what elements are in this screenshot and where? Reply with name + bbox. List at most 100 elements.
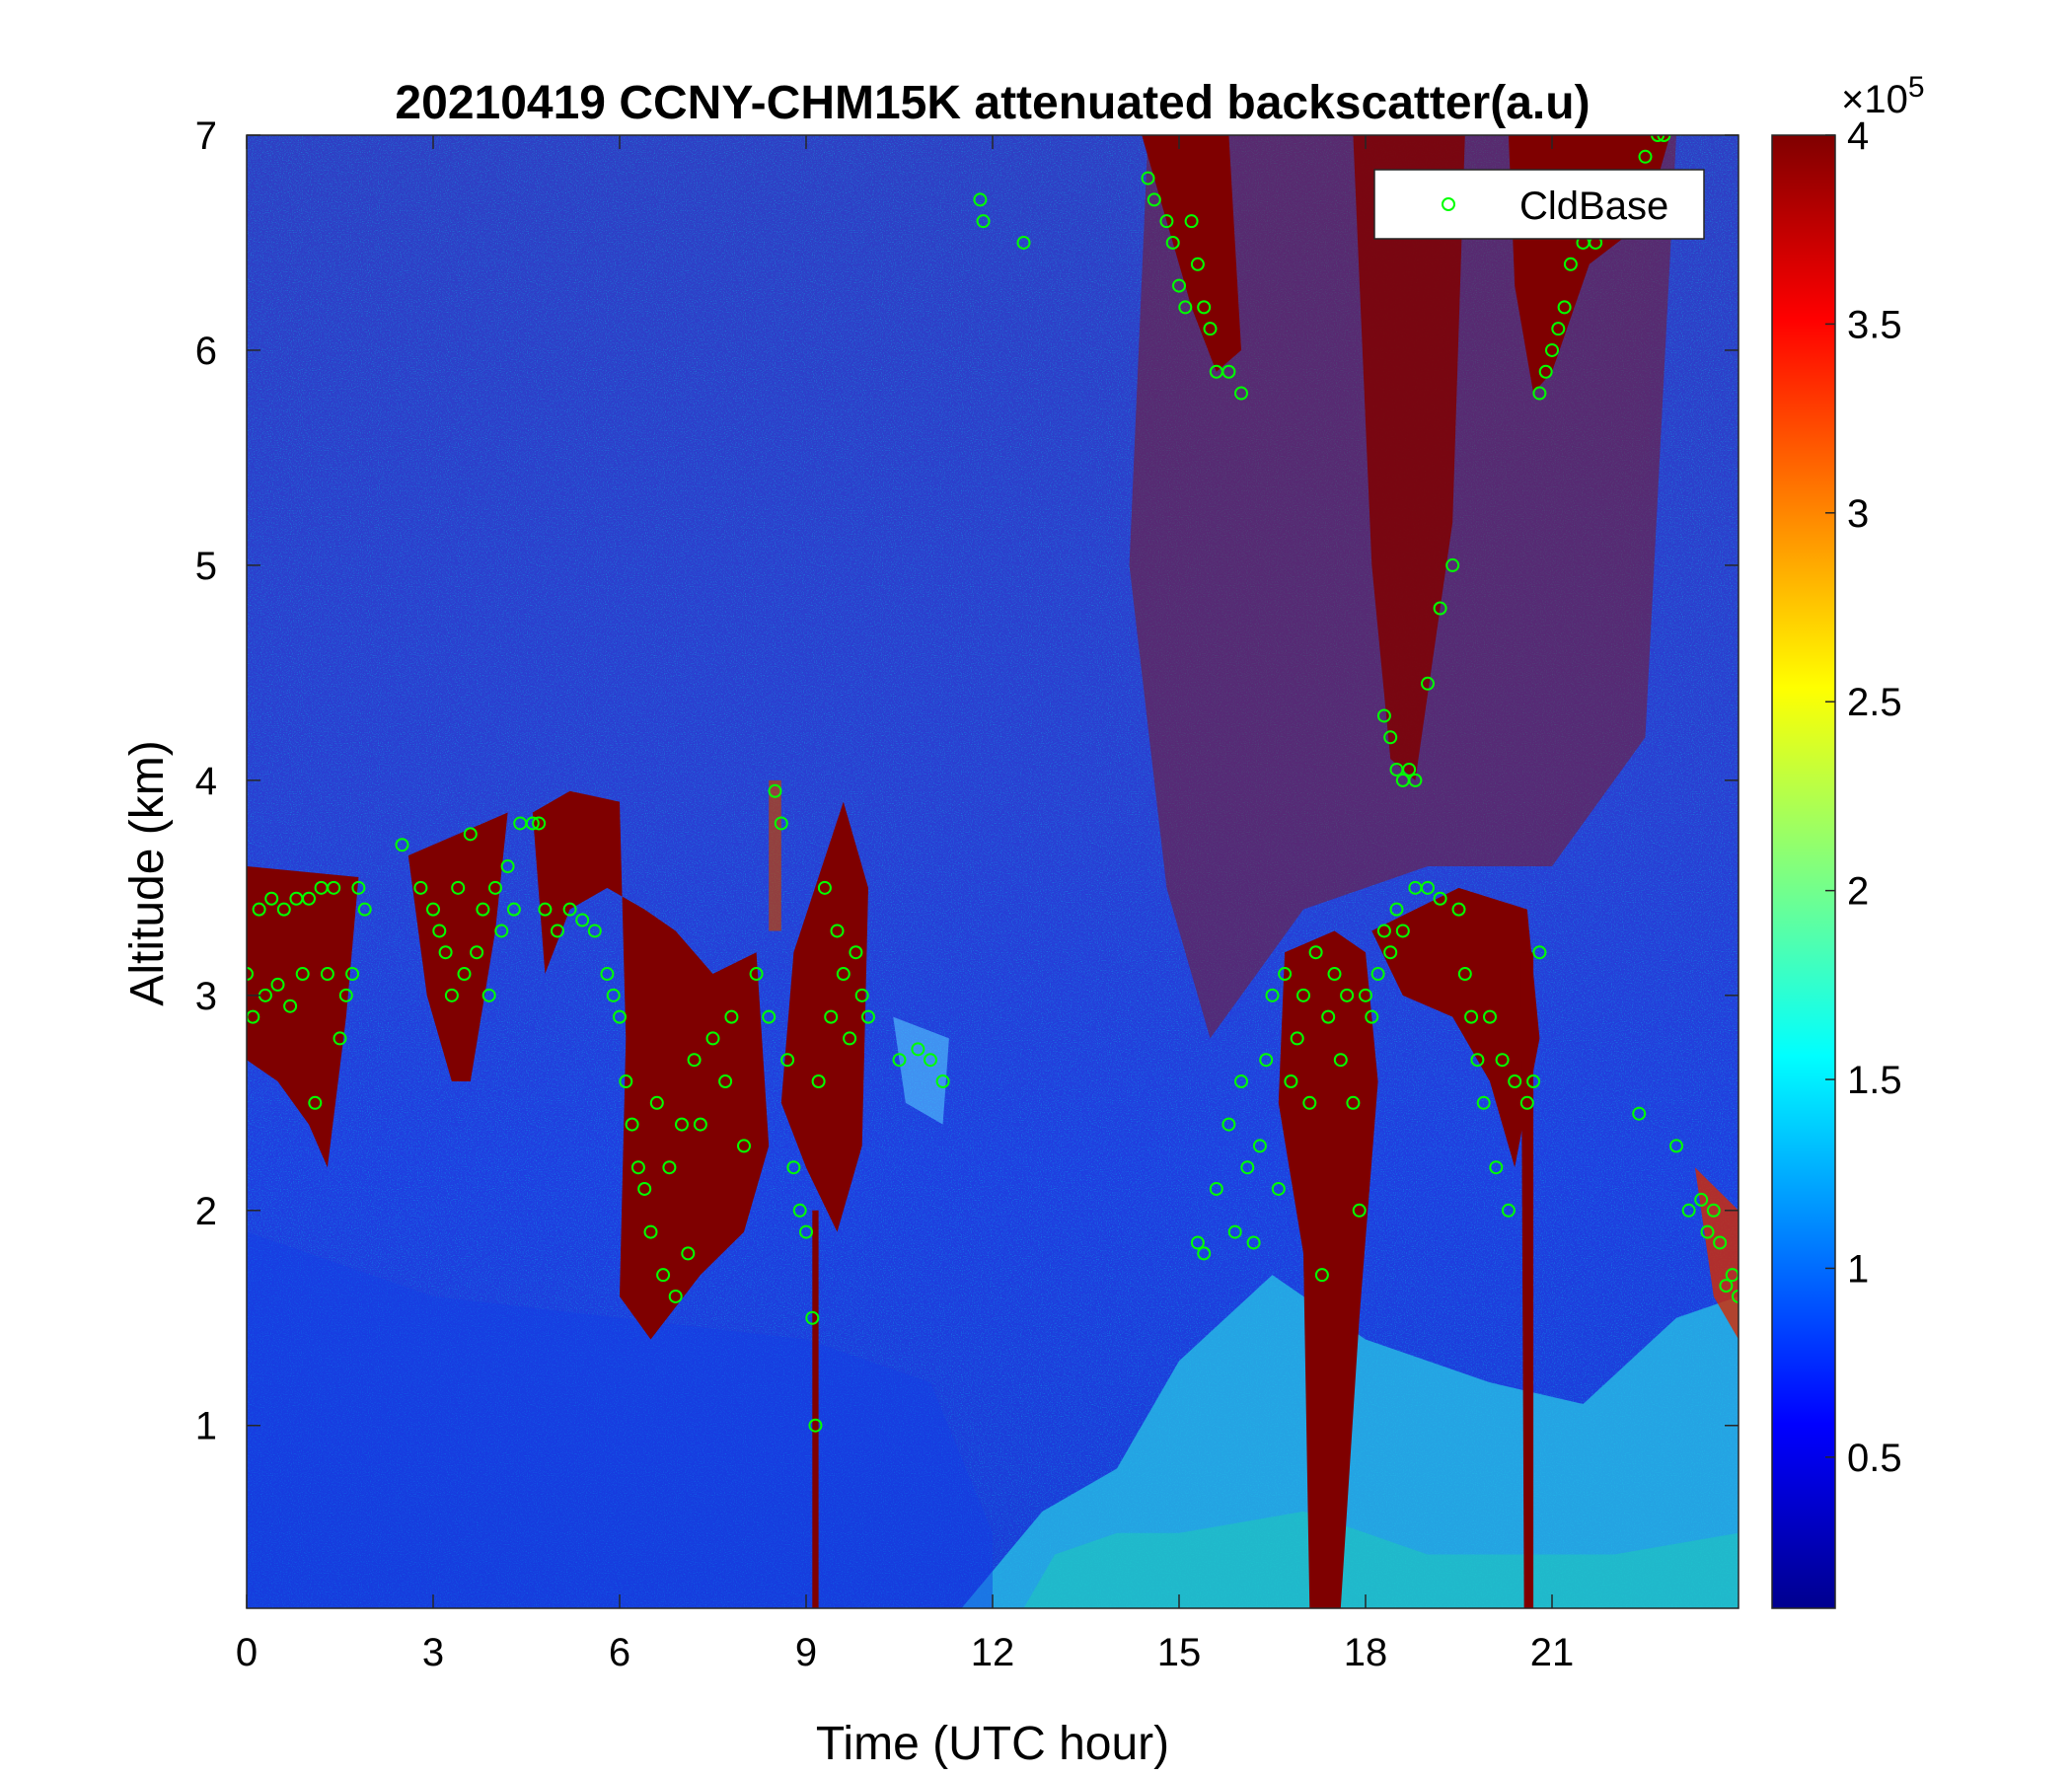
cldbase-point [606,988,621,1002]
cldbase-point [1421,676,1435,691]
cldbase-point [1203,322,1218,336]
cldbase-point [1713,1235,1728,1250]
x-tick-label: 9 [795,1631,817,1674]
cldbase-point [1209,1181,1223,1196]
cldbase-point [1464,1009,1479,1024]
cldbase-point [687,1053,702,1068]
x-axis-label: Time (UTC hour) [816,1718,1169,1770]
x-tick-label: 15 [1157,1631,1202,1674]
x-tick-label: 12 [971,1631,1015,1674]
y-tick-label: 7 [195,114,217,158]
cldbase-point [338,988,353,1002]
x-tick-label: 0 [236,1631,258,1674]
cldbase-point [656,1268,671,1283]
cldbase-point [830,924,845,938]
cldbase-point [705,1031,720,1046]
cldbase-point [1557,300,1572,315]
cldbase-point [1470,1053,1485,1068]
cldbase-point [1159,214,1174,229]
cldbase-point [854,988,869,1002]
y-axis-ticks: 1 2 3 4 5 6 7 [195,114,1739,1448]
cldbase-point [320,967,334,982]
cldbase-point [1327,967,1342,982]
cldbase-point [333,1031,347,1046]
cldbase-point [457,967,472,982]
cldbase-point [1519,1095,1534,1110]
cldbase-point [1221,364,1236,379]
colorbar-tick-label: 1.5 [1847,1059,1902,1102]
cldbase-point [1016,235,1031,250]
cldbase-point [532,816,547,831]
cldbase-point [1240,1160,1255,1175]
cloud-layer-morning-a [407,812,508,1082]
cldbase-point [1271,1181,1286,1196]
cldbase-point [426,902,440,917]
colorbar: 0.5 1 1.5 2 2.5 3 3.5 4 ×105 [1771,71,1925,1609]
colorbar-exponent: ×105 [1841,71,1925,121]
cldbase-point [780,1053,795,1068]
cldbase-point [1545,342,1559,357]
cloud-lower-18h [1371,887,1540,1168]
cldbase-point [1433,891,1447,906]
cldbase-point [438,945,453,960]
cldbase-point [357,902,372,917]
cldbase-point [270,977,285,992]
cldbase-point [1234,1074,1248,1089]
chart-title: 20210419 CCNY-CHM15K attenuated backscat… [395,77,1590,129]
cldbase-point [247,967,254,982]
y-tick-label: 2 [195,1190,217,1233]
colorbar-exponent-base: ×10 [1841,78,1908,121]
cldbase-point [575,913,590,927]
cldbase-point [1184,214,1199,229]
cldbase-point [1141,171,1155,185]
cldbase-point [762,1009,777,1024]
colorbar-tick-label: 3.5 [1847,303,1902,346]
cldbase-point [1190,257,1205,271]
cldbase-point [1433,601,1447,616]
cldbase-point [911,1042,925,1057]
cldbase-point [799,1224,813,1239]
cldbase-point [836,967,851,982]
cldbase-point [327,880,341,895]
cldbase-point [774,816,788,831]
cldbase-point [1495,1053,1510,1068]
cldbase-point [849,945,863,960]
cldbase-point [824,1009,839,1024]
cldbase-point [768,783,782,798]
cloud-column-21h [1520,952,1534,1608]
cldbase-point [1538,364,1553,379]
cldbase-point [1284,1074,1298,1089]
cldbase-point [724,1009,739,1024]
cldbase-point [1657,135,1671,142]
cldbase-point [1265,988,1280,1002]
legend-box [1373,169,1705,240]
colorbar-gradient [1771,134,1836,1609]
cldbase-point [551,924,564,938]
x-tick-label: 21 [1530,1631,1575,1674]
cldbase-point [587,924,602,938]
cldbase-point [1551,322,1566,336]
cldbase-point [476,902,490,917]
cldbase-point [637,1181,652,1196]
cldbase-point [718,1074,733,1089]
boundary-layer-morning [247,1231,993,1608]
cldbase-point [817,880,832,895]
cldbase-point [525,816,540,831]
cldbase-point [1700,1224,1715,1239]
x-tick-label: 6 [609,1631,630,1674]
cldbase-point [1706,1203,1721,1218]
cldbase-point [1359,988,1372,1002]
cldbase-point [1221,1117,1236,1132]
cldbase-point [1340,988,1355,1002]
cldbase-point [1346,1095,1361,1110]
cloud-layer-morning-b [532,790,770,1340]
cldbase-point [1190,1235,1205,1250]
cldbase-point [1489,1160,1504,1175]
cldbase-point [693,1117,707,1132]
cldbase-point [1694,1192,1709,1207]
y-tick-label: 1 [195,1405,217,1448]
cldbase-point [1532,945,1547,960]
cldbase-point [444,988,459,1002]
cldbase-point [668,1289,683,1303]
cloud-trace-8h [769,779,781,931]
